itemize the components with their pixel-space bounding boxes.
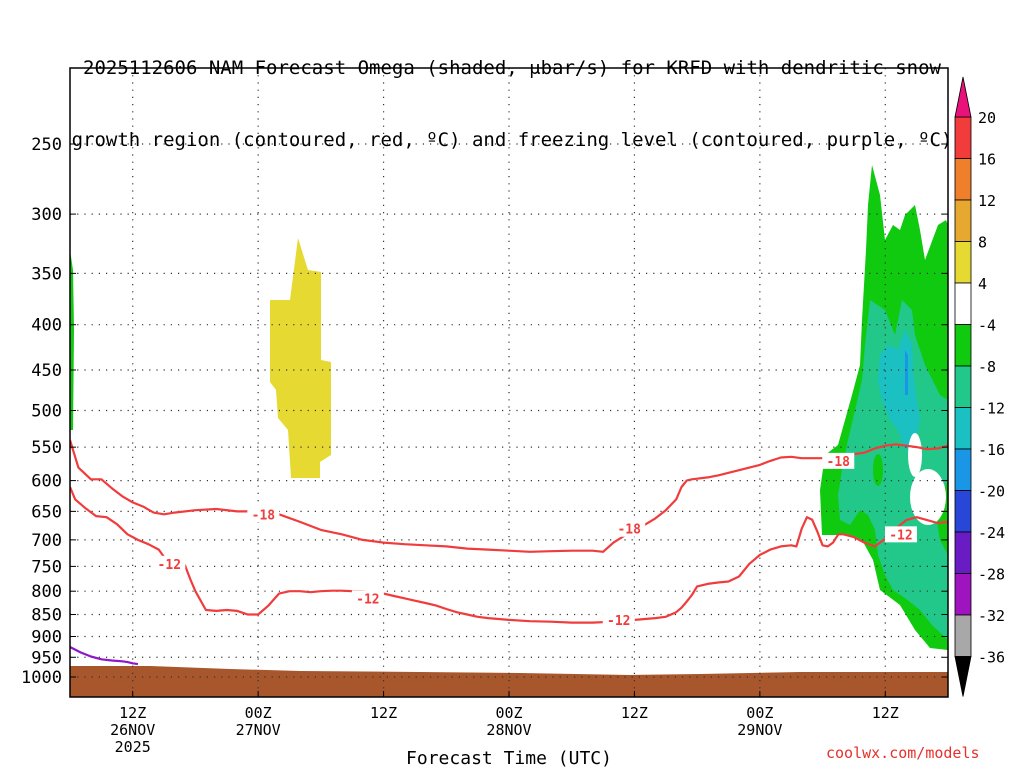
omega-region-neutral-2 xyxy=(910,469,946,525)
colorbar-bin xyxy=(954,199,972,242)
contour-label-background xyxy=(613,520,646,537)
contour-dgz_minus12 xyxy=(70,486,948,624)
colorbar-bin xyxy=(954,614,972,657)
colorbar-bin xyxy=(954,116,972,159)
y-tick-label: 400 xyxy=(31,316,62,336)
y-tick-label: 700 xyxy=(31,531,62,551)
colorbar-label: -20 xyxy=(978,483,1005,501)
y-tick-label: 550 xyxy=(31,438,62,458)
colorbar-label: 4 xyxy=(978,275,987,293)
x-tick-label: 29NOV xyxy=(737,721,782,739)
colorbar-bin xyxy=(954,407,972,450)
colorbar-label: -28 xyxy=(978,566,1005,584)
colorbar-label: 16 xyxy=(978,151,996,169)
y-tick-label: 1000 xyxy=(21,668,62,688)
contour-label: -12 xyxy=(607,614,630,629)
chart-title-line-2: growth region (contoured, red, ºC) and f… xyxy=(71,129,953,151)
x-tick-label: 28NOV xyxy=(486,721,531,739)
y-tick-label: 800 xyxy=(31,582,62,602)
y-tick-label: 250 xyxy=(31,135,62,155)
contour-label-background xyxy=(351,590,384,607)
contour-label: -12 xyxy=(889,528,912,543)
colorbar-bin xyxy=(954,573,972,616)
colorbar-label: -4 xyxy=(978,317,996,335)
colorbar-bin xyxy=(954,448,972,491)
y-tick-label: 900 xyxy=(31,627,62,647)
colorbar-label: -32 xyxy=(978,607,1005,625)
ground-surface xyxy=(70,666,948,697)
colorbar-label: -8 xyxy=(978,358,996,376)
y-tick-label: 450 xyxy=(31,361,62,381)
colorbar-bin xyxy=(954,490,972,533)
y-tick-label: 500 xyxy=(31,402,62,422)
colorbar-label: -16 xyxy=(978,441,1005,459)
credit-text: coolwx.com/models xyxy=(826,744,980,762)
x-tick-label: 2025 xyxy=(115,738,151,756)
colorbar-label: 8 xyxy=(978,234,987,252)
contour-label-background xyxy=(247,506,280,523)
x-axis-label: Forecast Time (UTC) xyxy=(406,748,612,768)
colorbar-label: 20 xyxy=(978,109,996,127)
y-axis: 2503003504004505005506006507007508008509… xyxy=(21,135,948,688)
contour-label: -18 xyxy=(617,523,641,538)
omega-region-neutral-3 xyxy=(873,454,883,486)
contour-label: -12 xyxy=(356,592,379,607)
contour-label-background xyxy=(822,452,855,469)
colorbar-bin xyxy=(954,324,972,367)
y-tick-label: 950 xyxy=(31,648,62,668)
colorbar-bin xyxy=(954,241,972,284)
x-tick-label: 12Z xyxy=(370,704,397,722)
colorbar-label: 12 xyxy=(978,192,996,210)
contour-labels: -18 -18 -18 -12 -12 -12 -12 xyxy=(153,452,917,629)
omega-region-upward xyxy=(270,238,331,478)
y-tick-label: 300 xyxy=(31,205,62,225)
x-tick-label: 12Z xyxy=(119,704,146,722)
omega-region-left-edge xyxy=(70,250,74,430)
contour-label: -18 xyxy=(252,508,276,523)
colorbar-label: -12 xyxy=(978,400,1005,418)
contour-label: -18 xyxy=(827,455,851,470)
omega-shading xyxy=(70,165,948,697)
contour-freezing_level xyxy=(70,646,139,666)
omega-region-right-blue xyxy=(905,350,908,395)
contour-label: -12 xyxy=(158,558,181,573)
x-tick-label: 12Z xyxy=(621,704,648,722)
omega-region-neutral-1 xyxy=(908,433,922,477)
y-tick-label: 650 xyxy=(31,502,62,522)
contour-label-background xyxy=(153,555,186,572)
colorbar-bin xyxy=(954,531,972,574)
colorbar-under-arrow xyxy=(954,656,972,697)
x-tick-label: 27NOV xyxy=(236,721,281,739)
colorbar: 20 16 12 8 4 -4 -8 -12 -16 -20 -24 -28 -32 -36 xyxy=(954,76,1005,697)
x-tick-label: 00Z xyxy=(495,704,522,722)
y-tick-label: 350 xyxy=(31,264,62,284)
contour-label-background xyxy=(602,611,635,628)
x-tick-label: 00Z xyxy=(245,704,272,722)
colorbar-bin xyxy=(954,365,972,408)
x-tick-label: 26NOV xyxy=(110,721,155,739)
colorbar-label: -36 xyxy=(978,649,1005,667)
contour-label-background xyxy=(884,526,917,543)
colorbar-bin xyxy=(954,282,972,325)
x-tick-label: 12Z xyxy=(872,704,899,722)
colorbar-label: -24 xyxy=(978,524,1005,542)
omega-region-right-teal xyxy=(838,300,948,640)
colorbar-over-arrow xyxy=(954,76,972,118)
y-tick-label: 850 xyxy=(31,606,62,626)
y-tick-label: 750 xyxy=(31,557,62,577)
y-tick-label: 600 xyxy=(31,472,62,492)
omega-region-right-cyan xyxy=(878,330,920,450)
colorbar-bin xyxy=(954,158,972,201)
x-tick-label: 00Z xyxy=(746,704,773,722)
